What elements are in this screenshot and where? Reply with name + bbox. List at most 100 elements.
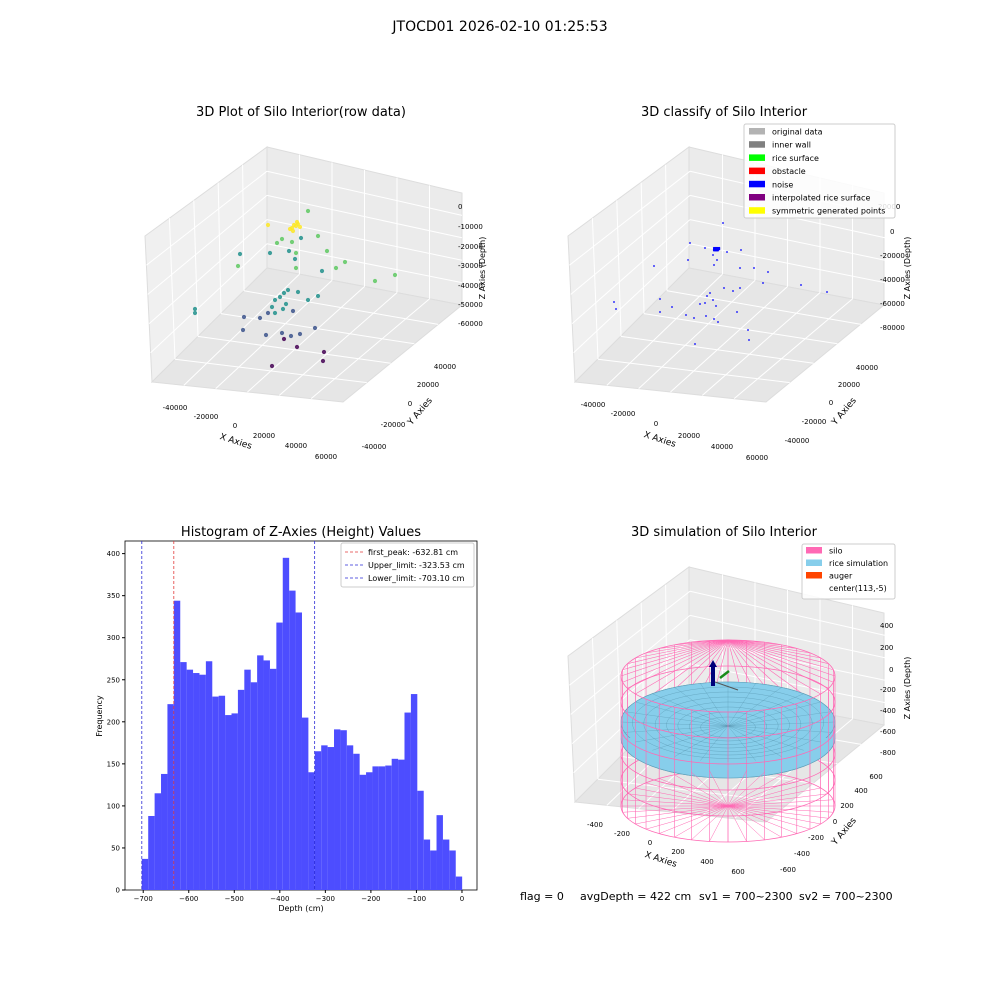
silo-roof-line (727, 639, 811, 654)
histogram-bar (193, 673, 200, 890)
silo-floor-line (691, 771, 729, 807)
raw-x-tick: 0 (233, 422, 237, 430)
classify-3d-points (613, 222, 828, 345)
classify-noise-point (740, 249, 742, 251)
histogram-bar (378, 766, 386, 890)
raw-3d-points (192, 208, 398, 369)
histogram-x-tick-label: 0 (460, 895, 464, 903)
classify-noise-point (747, 329, 749, 331)
simulation-y-tick: 600 (869, 773, 882, 781)
panel-simulation-3d: 3D simulation of Silo Interior -400 -200… (567, 525, 912, 876)
gridline (689, 614, 886, 659)
raw-data-point (263, 332, 269, 338)
histogram-bar (269, 668, 277, 890)
simulation-x-tick: 400 (700, 858, 713, 866)
histogram-bar (218, 695, 226, 890)
silo-floor-line (727, 782, 811, 807)
histogram-bar (391, 758, 399, 890)
histogram-y-tick-label: 250 (107, 676, 120, 684)
histogram-bar (282, 557, 290, 890)
raw-3d-axes-box (144, 146, 464, 403)
raw-z-label: Z Axies (Depth) (478, 237, 487, 300)
rice-mesh-spoke (727, 683, 756, 727)
histogram-bar (449, 850, 456, 890)
raw-x-ticks: -40000 -20000 0 20000 40000 60000 (163, 404, 338, 461)
simulation-y-tick: -400 (794, 850, 810, 858)
histogram-bar (308, 772, 315, 890)
simulation-x-ticks: -400 -200 0 200 400 600 (587, 821, 745, 876)
classify-noise-point (693, 317, 695, 319)
rice-mesh-spoke (727, 725, 821, 743)
histogram-bar (423, 839, 431, 890)
rice-mesh-spoke (652, 725, 729, 751)
classify-legend-frame (743, 123, 896, 219)
raw-y-tick: -20000 (381, 421, 406, 429)
histogram-x-tick-label: −100 (407, 895, 426, 903)
histogram-bar (212, 696, 219, 890)
classify-noise-point (767, 271, 769, 273)
silo-floor-line (635, 805, 729, 825)
gridline (148, 219, 268, 324)
classify-noise-point (713, 264, 715, 266)
raw-data-point (277, 294, 283, 300)
classify-x-tick: 40000 (711, 443, 733, 451)
classify-noise-point (717, 321, 719, 323)
rice-mesh-spoke (727, 725, 782, 757)
silo-roof-line (727, 639, 811, 700)
classify-legend-swatch (749, 128, 765, 135)
simulation-x-tick: 0 (648, 839, 652, 847)
rice-mesh-spoke (727, 701, 821, 727)
raw-data-point (315, 293, 321, 299)
raw-data-point (319, 268, 325, 274)
raw-data-point (274, 240, 280, 246)
simulation-z-tick: 200 (880, 644, 893, 652)
raw-data-point (290, 228, 296, 234)
raw-data-point (333, 265, 339, 271)
gridline (638, 279, 756, 390)
auger-blade (719, 670, 730, 679)
histogram-bar (359, 774, 367, 890)
silo-floor-line (727, 799, 834, 807)
simulation-legend-swatch (806, 559, 822, 566)
histogram-bar (225, 715, 232, 890)
raw-z-tick: -50000 (458, 301, 483, 309)
simulation-x-tick: -200 (614, 830, 630, 838)
silo-floor-line (645, 805, 729, 830)
classify-noise-point (762, 282, 764, 284)
histogram-bar (244, 669, 251, 890)
classify-noise-point (712, 299, 714, 301)
raw-y-tick: 20000 (417, 381, 439, 389)
raw-data-point (272, 297, 278, 303)
rice-mesh-spoke (727, 725, 832, 733)
simulation-legend: silo rice simulation auger center(113,-5) (801, 543, 896, 600)
gridline (215, 279, 333, 390)
gridline (689, 219, 886, 261)
silo-floor-line (674, 805, 729, 838)
histogram-bar (353, 753, 360, 890)
raw-data-point (372, 278, 378, 284)
gridline (247, 286, 365, 393)
histogram-bar (301, 717, 309, 890)
raw-data-point (280, 306, 286, 312)
raw-data-point (240, 327, 246, 333)
histogram-x-label: Depth (cm) (278, 904, 323, 913)
raw-z-ticks: 0 -10000 -20000 -30000 -40000 -50000 -60… (458, 203, 483, 328)
classify-noise-point (826, 291, 828, 293)
histogram-reference-lines (141, 541, 316, 890)
histogram-bar (141, 858, 149, 890)
classify-x-tick: -40000 (581, 401, 606, 409)
raw-x-tick: 40000 (285, 442, 307, 450)
rice-mesh-spoke (624, 711, 729, 727)
histogram-bar (295, 612, 302, 890)
histogram-bar (161, 773, 168, 890)
footer-avg-depth: avgDepth = 422 cm (580, 890, 691, 903)
raw-data-point (281, 290, 287, 296)
silo-floor-line (727, 771, 765, 807)
simulation-x-tick: 600 (731, 868, 744, 876)
gridline (665, 164, 668, 291)
raw-x-tick: 20000 (253, 432, 275, 440)
classify-legend-label: interpolated rice surface (772, 194, 870, 203)
histogram-x-tick-label: −700 (134, 895, 153, 903)
gridline (570, 615, 691, 715)
histogram-y-label: Frequency (95, 695, 104, 737)
